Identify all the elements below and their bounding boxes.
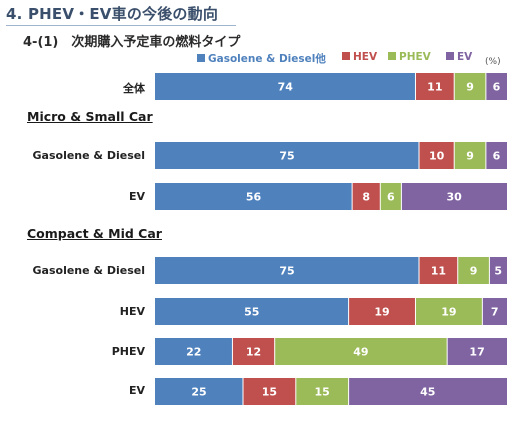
bar-segment-ev-row-2 <box>401 183 507 210</box>
legend-label-gasolene: Gasolene & Diesel他 <box>208 53 326 65</box>
legend-swatch-ev <box>446 52 454 60</box>
bar-segment-hev-row-5 <box>232 338 275 365</box>
bar-segment-ev-row-3 <box>489 257 507 284</box>
data-label-hev-row-5: 12 <box>246 346 261 359</box>
data-label-ev-row-2: 30 <box>447 191 463 204</box>
title-underline <box>6 25 236 26</box>
data-label-gasolene-row-1: 75 <box>279 150 294 163</box>
data-label-phev-row-6: 15 <box>315 386 330 399</box>
legend-item-hev: HEV <box>342 51 377 63</box>
bar-segment-ev-row-0 <box>485 73 507 100</box>
legend-label-ev: EV <box>457 51 473 63</box>
bar-segment-hev-row-6 <box>243 378 296 405</box>
legend-label-phev: PHEV <box>399 51 431 63</box>
bar-segment-ev-row-5 <box>447 338 507 365</box>
row-label-overall: 全体 <box>123 82 145 95</box>
legend-label-hev: HEV <box>353 51 378 63</box>
data-label-phev-row-3: 9 <box>470 265 478 278</box>
unit-label: (%) <box>485 57 501 67</box>
data-label-hev-row-0: 11 <box>427 81 442 94</box>
bar-segment-gasolene-row-5 <box>155 338 233 365</box>
legend-item-ev: EV <box>446 51 472 63</box>
bar-segment-phev-row-0 <box>454 73 486 100</box>
bar-segment-phev-row-5 <box>274 338 448 365</box>
data-label-ev-row-1: 6 <box>493 150 501 163</box>
bar-segment-phev-row-3 <box>457 257 490 284</box>
legend-item-gasolene: Gasolene & Diesel他 <box>197 51 326 66</box>
data-label-phev-row-0: 9 <box>466 81 474 94</box>
bar-segment-phev-row-4 <box>415 298 483 325</box>
data-label-ev-row-0: 6 <box>493 81 501 94</box>
legend-item-phev: PHEV <box>388 51 431 63</box>
bar-segment-hev-row-4 <box>348 298 416 325</box>
bar-segment-gasolene-row-6 <box>155 378 243 405</box>
row-label-compact-gasolene: Gasolene & Diesel <box>32 264 145 277</box>
data-label-ev-row-6: 45 <box>420 386 435 399</box>
bar-segment-hev-row-1 <box>419 142 455 169</box>
bar-segment-ev-row-1 <box>485 142 507 169</box>
data-label-phev-row-4: 19 <box>441 306 456 319</box>
bar-segment-gasolene-row-3 <box>155 257 419 284</box>
data-label-hev-row-6: 15 <box>262 386 277 399</box>
bar-segment-hev-row-3 <box>419 257 458 284</box>
bar-segment-ev-row-4 <box>482 298 507 325</box>
data-label-gasolene-row-5: 22 <box>186 346 201 359</box>
data-label-phev-row-5: 49 <box>353 346 368 359</box>
data-label-gasolene-row-6: 25 <box>191 386 206 399</box>
data-label-hev-row-4: 19 <box>374 306 389 319</box>
data-label-phev-row-1: 9 <box>466 150 474 163</box>
data-label-ev-row-5: 17 <box>469 346 484 359</box>
legend-swatch-phev <box>388 52 396 60</box>
data-label-gasolene-row-4: 55 <box>244 306 259 319</box>
data-label-phev-row-2: 6 <box>387 191 395 204</box>
bar-segment-gasolene-row-2 <box>155 183 353 210</box>
data-label-gasolene-row-3: 75 <box>279 265 294 278</box>
data-label-hev-row-3: 11 <box>431 265 446 278</box>
data-label-gasolene-row-2: 56 <box>246 191 262 204</box>
data-label-gasolene-row-0: 74 <box>278 81 294 94</box>
row-label-micro-gasolene: Gasolene & Diesel <box>32 149 145 162</box>
legend: Gasolene & Diesel他 HEV PHEV EV <box>0 51 526 65</box>
bar-segment-phev-row-6 <box>295 378 349 405</box>
bar-segment-gasolene-row-4 <box>155 298 349 325</box>
section-label-micro-small: Micro & Small Car <box>27 109 153 124</box>
page-title: 4. PHEV・EV車の今後の動向 <box>6 5 219 23</box>
data-label-hev-row-1: 10 <box>429 150 445 163</box>
bar-segment-gasolene-row-0 <box>155 73 416 100</box>
data-label-ev-row-4: 7 <box>491 306 499 319</box>
chart-subtitle: 4-(1) 次期購入予定車の燃料タイプ <box>23 35 241 50</box>
legend-swatch-hev <box>342 52 350 60</box>
bar-segment-phev-row-1 <box>454 142 486 169</box>
row-label-compact-ev: EV <box>128 384 145 397</box>
row-label-compact-phev: PHEV <box>111 345 145 358</box>
row-label-compact-hev: HEV <box>119 305 145 318</box>
bar-segment-phev-row-2 <box>380 183 402 210</box>
data-label-hev-row-2: 8 <box>362 191 370 204</box>
bar-segment-hev-row-2 <box>352 183 381 210</box>
section-label-compact-mid: Compact & Mid Car <box>27 226 162 241</box>
bar-segment-ev-row-6 <box>348 378 507 405</box>
data-label-ev-row-3: 5 <box>494 265 502 278</box>
row-label-micro-ev: EV <box>128 190 145 203</box>
bar-segment-gasolene-row-1 <box>155 142 419 169</box>
legend-swatch-gasolene <box>197 54 205 62</box>
bar-segment-hev-row-0 <box>415 73 455 100</box>
